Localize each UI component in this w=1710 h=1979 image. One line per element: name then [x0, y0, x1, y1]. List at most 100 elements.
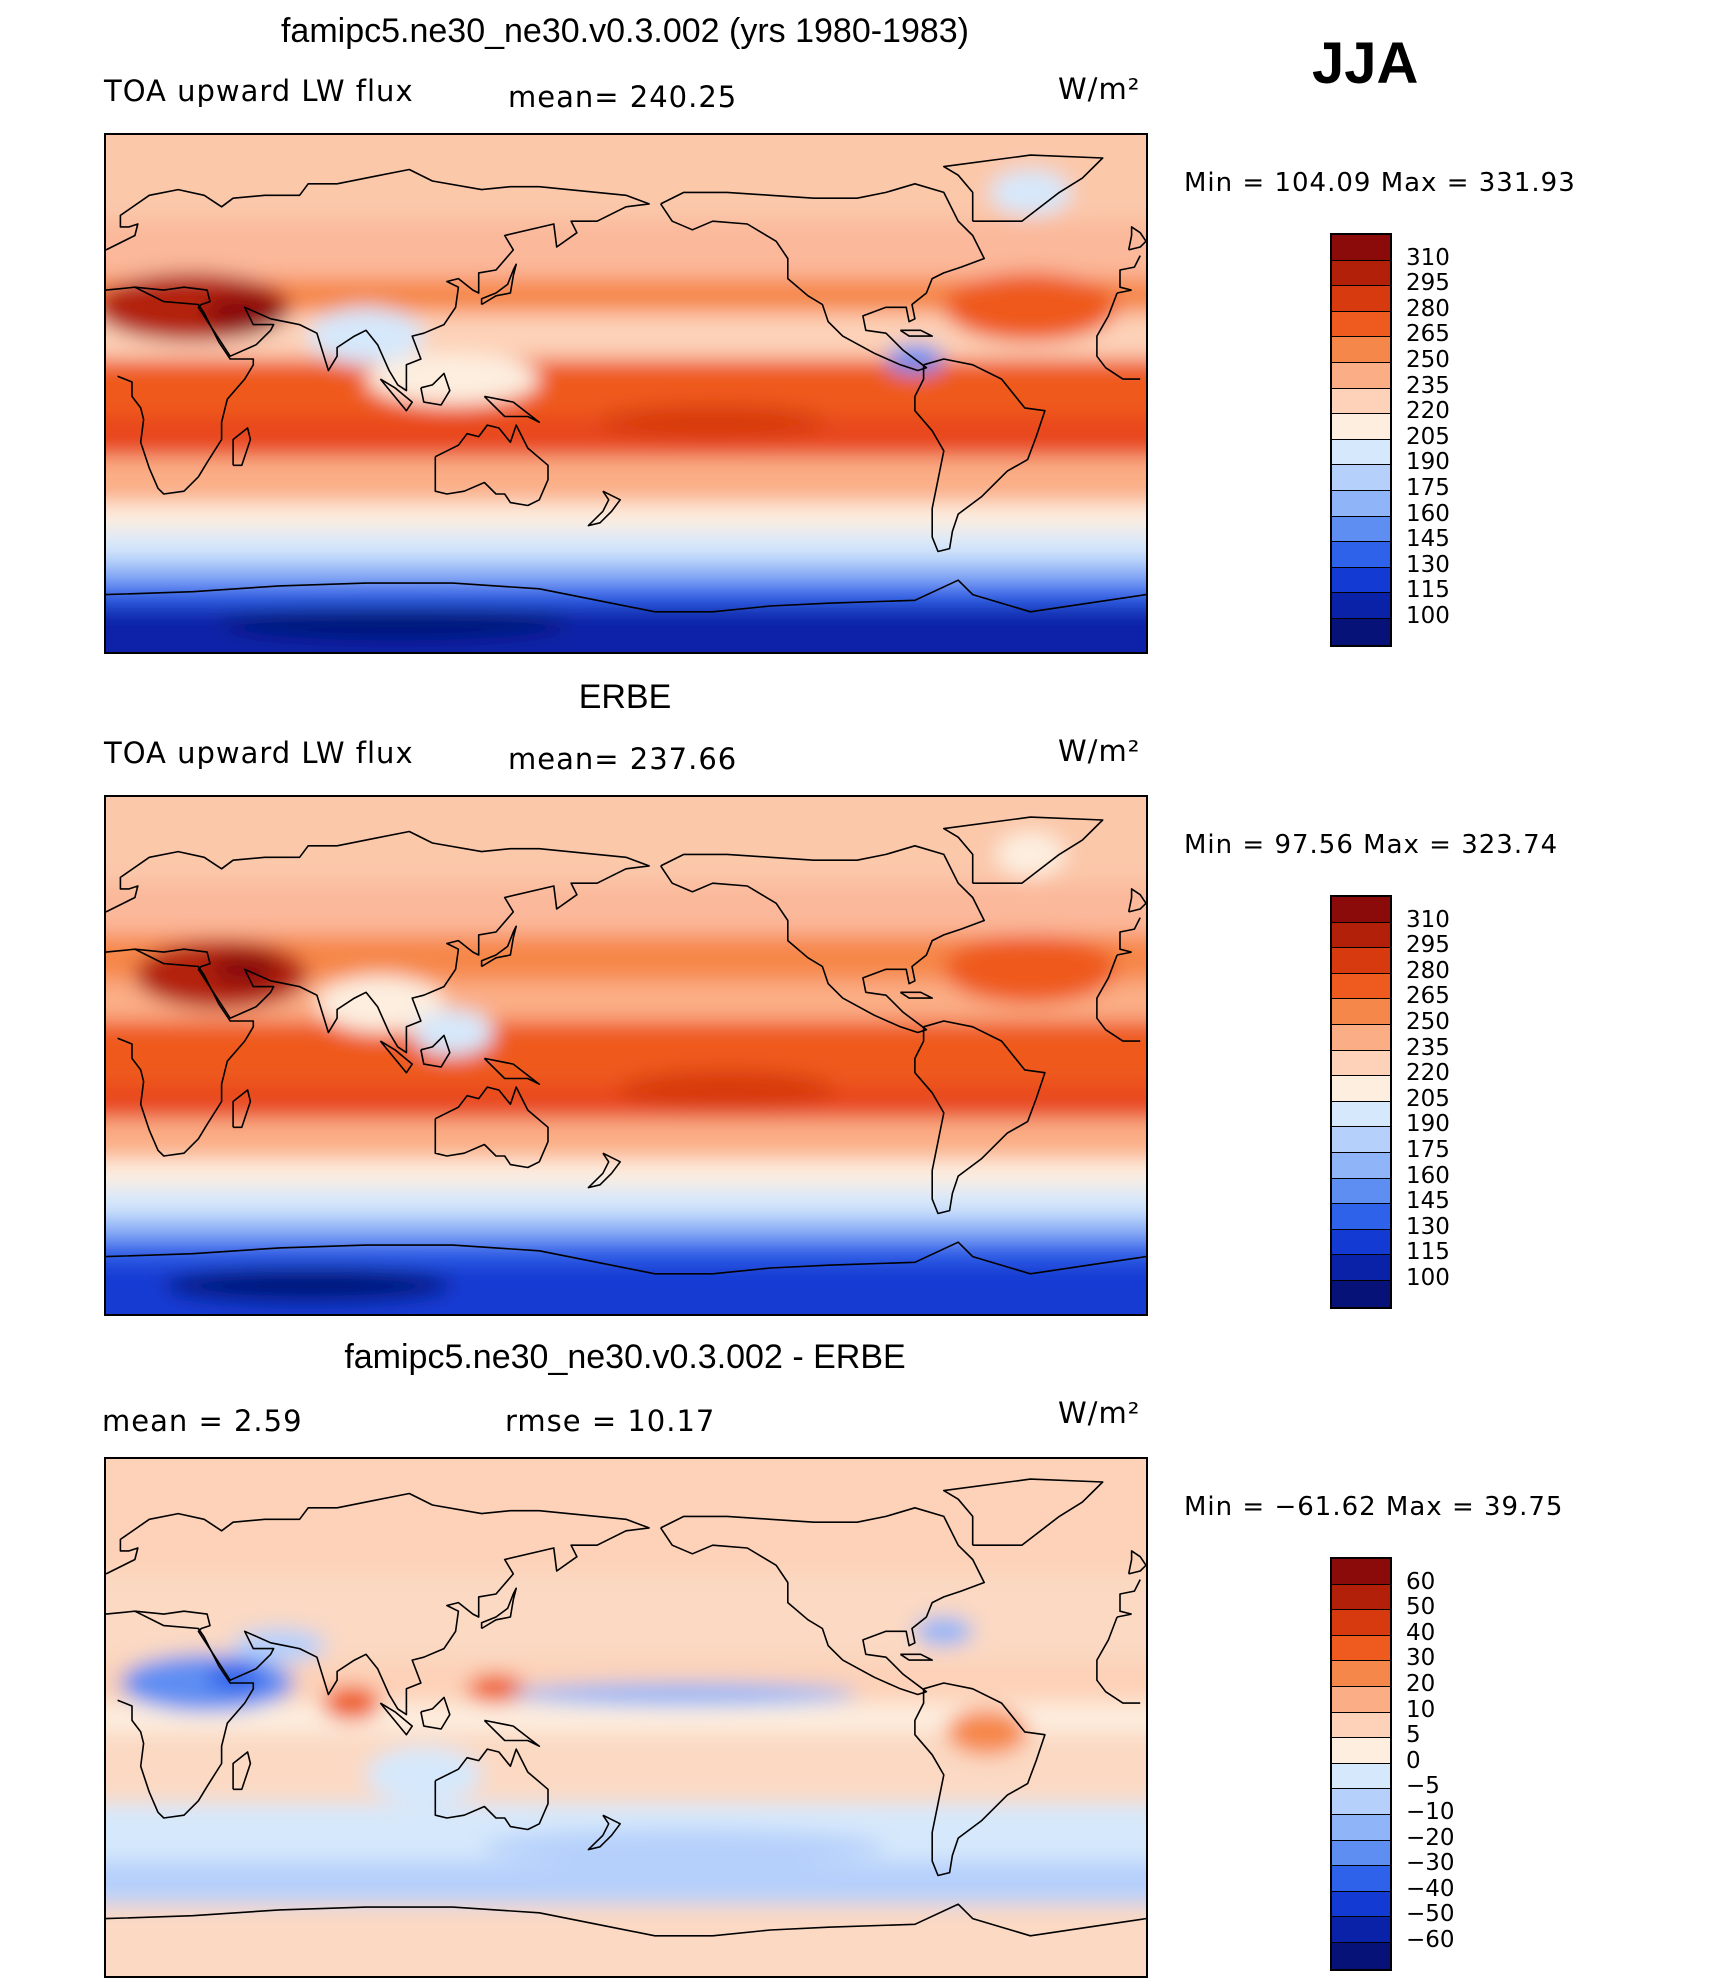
- shaded-field: [106, 135, 1146, 652]
- colorbar-swatch: [1332, 1559, 1390, 1585]
- colorbar-tick-label: −10: [1406, 1799, 1455, 1825]
- panel-2-mean: mean= 237.66: [508, 742, 738, 776]
- colorbar-swatch: [1332, 1917, 1390, 1943]
- shaded-field: [106, 797, 1146, 1314]
- colorbar-swatch: [1332, 1584, 1390, 1611]
- colorbar-swatch: [1332, 999, 1390, 1025]
- field-feature: [597, 404, 829, 440]
- colorbar-swatch: [1332, 388, 1390, 415]
- colorbar-swatch: [1332, 235, 1390, 261]
- coastline: [434, 1748, 549, 1831]
- coastline: [420, 372, 451, 406]
- panel-3-units: W/m²: [1058, 1396, 1141, 1430]
- colorbar-swatch: [1332, 1942, 1390, 1969]
- coastline: [943, 1478, 1104, 1546]
- colorbar-swatch: [1332, 516, 1390, 543]
- field-band: [106, 583, 1146, 607]
- colorbar-tick-label: −50: [1406, 1901, 1455, 1928]
- colorbar-swatch: [1332, 1814, 1390, 1841]
- colorbar-tick-label: 190: [1406, 1111, 1450, 1138]
- colorbar-tick-label: 30: [1406, 1645, 1436, 1672]
- map-field: [106, 797, 1146, 1314]
- colorbar-tick-label: 295: [1406, 270, 1450, 297]
- colorbar-tick-label: −20: [1406, 1824, 1455, 1851]
- field-feature: [221, 606, 569, 641]
- colorbar-swatch: [1332, 1050, 1390, 1077]
- panel-3-minmax: Min = −61.62 Max = 39.75: [1184, 1492, 1564, 1522]
- coastline: [914, 358, 1046, 553]
- colorbar-tick-label: 235: [1406, 372, 1450, 399]
- field-feature: [617, 1069, 837, 1111]
- colorbar-swatch: [1332, 973, 1390, 1000]
- panel-1-minmax: Min = 104.09 Max = 331.93: [1184, 168, 1576, 198]
- panel-1-title: famipc5.ne30_ne30.v0.3.002 (yrs 1980-198…: [280, 12, 970, 50]
- colorbar-swatch: [1332, 922, 1390, 949]
- map-field: [106, 1459, 1146, 1976]
- colorbar-swatch: [1332, 1178, 1390, 1205]
- coastline: [587, 1814, 621, 1851]
- field-feature: [366, 1746, 482, 1804]
- colorbar-tick-label: 310: [1406, 906, 1450, 933]
- colorbar-swatches: [1330, 233, 1392, 647]
- field-feature: [163, 1268, 453, 1303]
- colorbar-swatch: [1332, 1738, 1390, 1764]
- coastline: [587, 490, 621, 527]
- colorbar-tick-label: 175: [1406, 1137, 1450, 1163]
- coastline: [1127, 226, 1146, 251]
- colorbar-swatches: [1330, 1557, 1392, 1971]
- field-band: [106, 1118, 1146, 1159]
- field-band: [106, 502, 1146, 532]
- panel-2-minmax: Min = 97.56 Max = 323.74: [1184, 830, 1559, 860]
- map-field: [106, 135, 1146, 652]
- panel-1-map: [104, 133, 1148, 654]
- field-feature: [946, 1708, 1028, 1755]
- panel-3-title: famipc5.ne30_ne30.v0.3.002 - ERBE: [344, 1338, 906, 1376]
- coastline: [420, 1696, 451, 1730]
- field-feature: [510, 1683, 858, 1707]
- colorbar-tick-label: 295: [1406, 932, 1450, 959]
- field-band: [106, 456, 1146, 503]
- coastline: [1127, 888, 1146, 913]
- colorbar-tick-label: 280: [1406, 295, 1450, 322]
- colorbar-tick-label: 5: [1406, 1722, 1421, 1749]
- colorbar-swatch: [1332, 1204, 1390, 1230]
- coastline: [379, 1040, 413, 1074]
- colorbar-tick-label: 115: [1406, 577, 1450, 604]
- colorbar-swatches: [1330, 895, 1392, 1309]
- colorbar-swatch: [1332, 948, 1390, 974]
- colorbar-tick-label: 10: [1406, 1696, 1436, 1723]
- coastline: [899, 329, 933, 337]
- colorbar-tick-label: 160: [1406, 1162, 1450, 1189]
- coastline: [914, 1682, 1046, 1877]
- field-feature: [990, 169, 1071, 216]
- field-band: [106, 1459, 1146, 1574]
- coastline: [483, 395, 541, 423]
- coastline: [943, 154, 1104, 222]
- field-band: [106, 560, 1146, 584]
- colorbar-tick-label: 235: [1406, 1034, 1450, 1061]
- field-feature: [467, 1674, 525, 1704]
- colorbar-tick-label: 160: [1406, 500, 1450, 527]
- colorbar-tick-label: 250: [1406, 1009, 1450, 1035]
- colorbar-tick-label: 145: [1406, 1188, 1450, 1215]
- coastline: [117, 286, 1141, 495]
- coastline: [899, 991, 933, 999]
- colorbar-tick-label: 220: [1406, 398, 1450, 425]
- colorbar-swatch: [1332, 260, 1390, 287]
- colorbar-swatch: [1332, 542, 1390, 568]
- coastline: [660, 1507, 985, 1696]
- colorbar-tick-label: −5: [1406, 1773, 1440, 1800]
- field-band: [106, 359, 1146, 417]
- colorbar-swatch: [1332, 897, 1390, 923]
- colorbar-tick-label: 100: [1406, 603, 1450, 629]
- colorbar-swatch: [1332, 1280, 1390, 1307]
- coastline: [483, 1057, 541, 1085]
- colorbar-swatch: [1332, 567, 1390, 594]
- colorbar-tick-label: 60: [1406, 1568, 1436, 1595]
- coastlines: [106, 816, 1146, 1275]
- coastline: [660, 845, 985, 1034]
- colorbar-tick-label: 280: [1406, 957, 1450, 984]
- coastline: [480, 1587, 517, 1630]
- field-feature: [204, 292, 286, 334]
- coastline: [480, 925, 517, 968]
